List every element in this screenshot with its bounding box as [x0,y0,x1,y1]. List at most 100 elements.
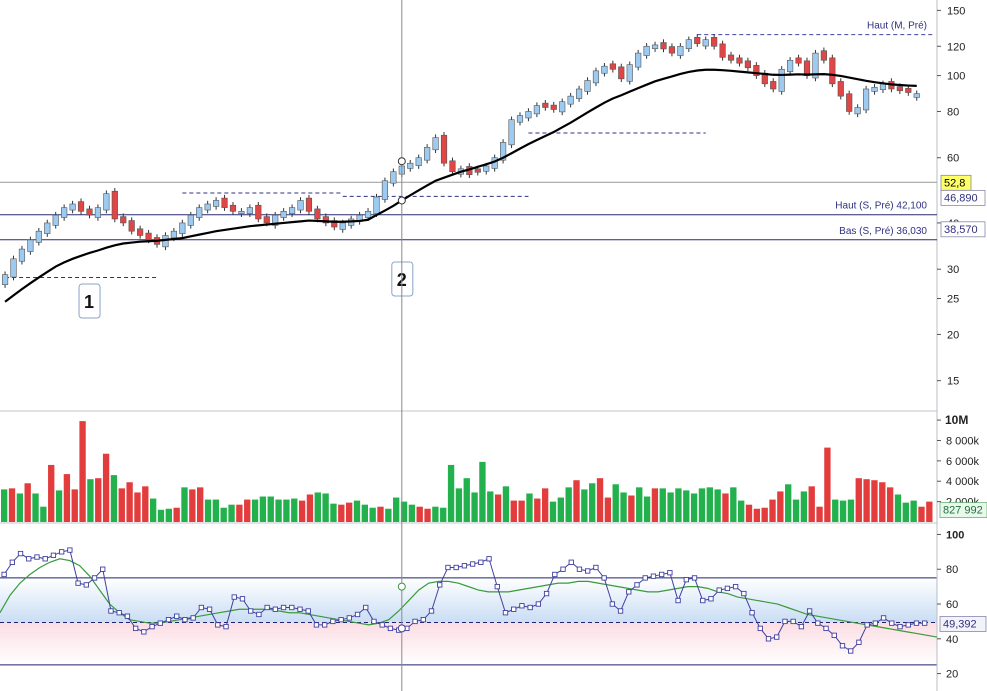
candle [69,203,76,211]
candle [694,37,701,44]
volume-tick-label: 10M [945,413,968,427]
volume-bar [824,447,831,522]
candle [196,207,203,218]
volume-bar [487,491,494,522]
candle [584,80,591,92]
candle [736,57,743,64]
oscillator-point [9,559,15,565]
oscillator-badge-label: 49,392 [943,618,977,630]
oscillator-point [26,556,32,562]
volume-bar [777,491,784,522]
candle [609,63,616,70]
volume-bar [63,474,71,522]
oscillator-point [922,620,928,626]
candle [145,232,152,241]
oscillator-panel[interactable] [0,547,938,654]
volume-bar [534,498,541,522]
price-panel[interactable]: Haut (M, Pré) Haut (S, Pré) 42,100 Bas (S,… [0,21,937,303]
candle [44,222,51,234]
oscillator-tick-label: 60 [946,599,958,611]
volume-bar [628,495,635,522]
oscillator-point [272,606,278,612]
oscillator-point [461,563,468,569]
volume-bar [753,508,761,522]
oscillator-point [782,618,788,625]
volume-bar [926,501,933,522]
candle [238,211,245,215]
oscillator-point [823,625,829,632]
oscillator-point [700,597,706,604]
volume-bar [251,499,259,522]
volume-bar [463,478,470,522]
candle [533,105,540,115]
candle [424,147,431,161]
oscillator-point [872,620,879,626]
volume-bar [761,507,768,522]
candle [601,65,608,74]
oscillator-tick-label: 40 [946,634,958,646]
oscillator-point [280,604,287,611]
oscillator-point [478,559,484,565]
candle [635,52,642,68]
oscillator-point [683,577,689,583]
candle [626,64,633,82]
candle [846,93,853,112]
volume-bar [40,506,47,522]
oscillator-point [502,610,509,616]
volume-bar [894,494,902,522]
candle [879,83,887,90]
volume-tick-label: 6 000k [946,456,980,468]
oscillator-point [75,580,81,586]
candle [905,88,912,93]
candle [364,211,372,218]
volume-bar [118,488,125,522]
candle [35,230,42,243]
volume-bar [557,497,565,522]
oscillator-point [124,613,131,619]
oscillator-point [206,606,213,612]
candle [483,165,490,172]
volume-bar [353,500,361,522]
oversold-zone [0,622,937,665]
oscillator-point [675,597,681,604]
candle [246,207,253,215]
candle [913,93,920,98]
candle [651,44,659,49]
candle [516,115,524,123]
candle [255,204,262,220]
candle [128,220,135,232]
candle [668,46,676,54]
oscillator-point [757,625,763,632]
oscillator-point [100,566,106,572]
candle [440,134,448,164]
volume-bar [549,501,557,522]
volume-bar [612,484,619,522]
candle [795,57,802,64]
oscillator-point [798,623,805,630]
oscillator-point [897,623,903,630]
volume-bar [494,494,502,522]
candle [432,137,439,151]
candle [744,60,751,69]
volume-bar [620,492,627,522]
oscillator-point [108,608,114,614]
y-tick-label: 120 [947,41,965,53]
volume-bar [408,504,416,522]
candle [61,207,68,218]
oscillator-point [913,620,920,626]
volume-bar [832,499,839,522]
volume-bar [479,461,486,522]
oscillator-point [691,575,698,581]
volume-bar [385,508,392,522]
volume-bar [863,479,870,522]
volume-bar [322,493,329,522]
volume-bar [306,494,314,522]
candle [711,37,718,47]
volume-panel[interactable] [1,421,933,522]
volume-bar [800,491,808,522]
volume-bar [244,499,251,522]
candle [702,39,709,47]
price-badge [940,189,986,206]
